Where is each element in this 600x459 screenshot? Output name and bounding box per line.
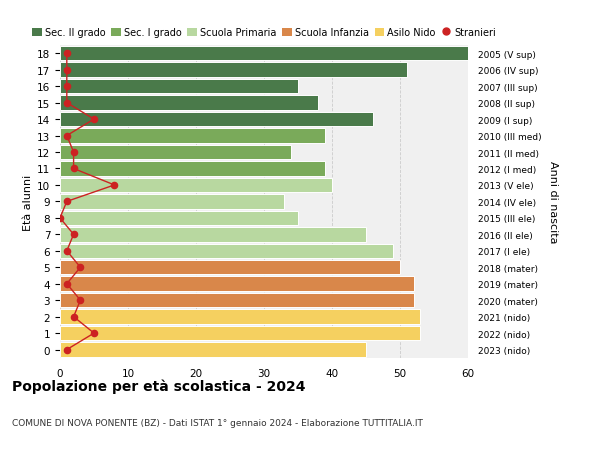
Point	[55, 215, 65, 222]
Y-axis label: Età alunni: Età alunni	[23, 174, 33, 230]
Point	[62, 67, 71, 74]
Point	[89, 116, 99, 123]
Bar	[60, 129, 325, 144]
Point	[62, 280, 71, 288]
Bar	[60, 47, 482, 62]
Text: Popolazione per età scolastica - 2024: Popolazione per età scolastica - 2024	[12, 379, 305, 393]
Point	[69, 231, 79, 239]
Bar	[60, 211, 298, 226]
Bar	[60, 326, 421, 341]
Bar	[60, 80, 298, 94]
Y-axis label: Anni di nascita: Anni di nascita	[548, 161, 558, 243]
Point	[62, 247, 71, 255]
Bar	[60, 63, 407, 78]
Bar	[60, 112, 373, 127]
Bar	[60, 146, 291, 160]
Bar	[60, 162, 325, 176]
Point	[62, 100, 71, 107]
Bar	[60, 178, 332, 193]
Bar	[60, 342, 366, 357]
Point	[76, 264, 85, 271]
Point	[62, 50, 71, 58]
Bar	[60, 293, 413, 308]
Bar	[60, 277, 413, 291]
Bar	[60, 96, 319, 111]
Legend: Sec. II grado, Sec. I grado, Scuola Primaria, Scuola Infanzia, Asilo Nido, Stran: Sec. II grado, Sec. I grado, Scuola Prim…	[32, 28, 496, 38]
Bar	[60, 310, 421, 324]
Point	[62, 198, 71, 206]
Point	[62, 346, 71, 353]
Bar	[60, 228, 366, 242]
Point	[62, 133, 71, 140]
Bar	[60, 244, 393, 258]
Point	[69, 165, 79, 173]
Point	[110, 182, 119, 189]
Point	[89, 330, 99, 337]
Bar	[60, 260, 400, 275]
Point	[69, 313, 79, 321]
Point	[69, 149, 79, 157]
Point	[62, 83, 71, 90]
Text: COMUNE DI NOVA PONENTE (BZ) - Dati ISTAT 1° gennaio 2024 - Elaborazione TUTTITAL: COMUNE DI NOVA PONENTE (BZ) - Dati ISTAT…	[12, 418, 423, 427]
Bar	[60, 195, 284, 209]
Point	[76, 297, 85, 304]
